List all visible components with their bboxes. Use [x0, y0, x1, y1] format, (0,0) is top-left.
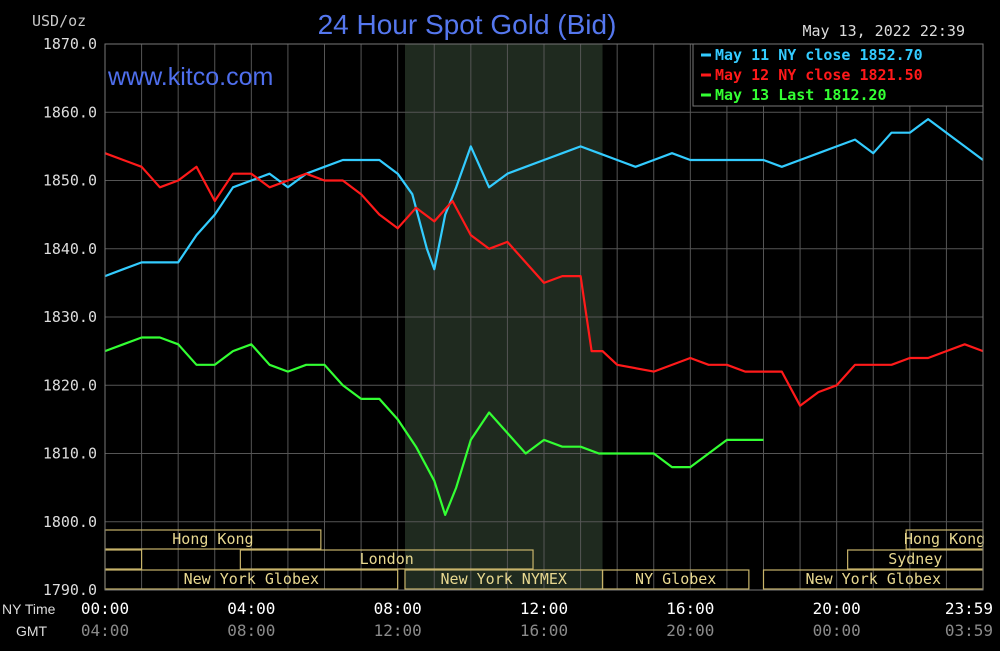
x-tick-label-gmt: 00:00	[813, 621, 861, 640]
legend-entry: May 11 NY close 1852.70	[715, 46, 923, 64]
session-label: Hong Kong	[904, 530, 985, 548]
x-tick-label-ny: 00:00	[81, 599, 129, 618]
y-tick-label: 1860.0	[43, 103, 97, 121]
unit-label: USD/oz	[32, 12, 86, 30]
gmt-row-label: GMT	[16, 623, 48, 639]
x-tick-label-ny: 08:00	[374, 599, 422, 618]
series-line-3	[104, 336, 764, 516]
y-tick-label: 1810.0	[43, 445, 97, 463]
y-tick-label: 1840.0	[43, 240, 97, 258]
plot-frame	[104, 43, 984, 591]
x-tick-label-gmt: 12:00	[374, 621, 422, 640]
session-label: New York Globex	[806, 570, 941, 588]
y-tick-label: 1790.0	[43, 581, 97, 599]
session-label: London	[360, 550, 414, 568]
x-tick-label-ny: 16:00	[666, 599, 714, 618]
y-tick-label: 1830.0	[43, 308, 97, 326]
watermark: www.kitco.com	[107, 63, 273, 91]
x-tick-label-gmt: 20:00	[666, 621, 714, 640]
timestamp: May 13, 2022 22:39	[802, 22, 965, 40]
x-tick-label-gmt: 16:00	[520, 621, 568, 640]
session-label: NY Globex	[635, 570, 716, 588]
session-bar	[239, 549, 534, 570]
y-tick-label: 1870.0	[43, 35, 97, 53]
series-line-2	[104, 152, 984, 407]
x-tick-label-gmt: 03:59	[945, 621, 993, 640]
session-label: Hong Kong	[172, 530, 253, 548]
legend-entry: May 13 Last 1812.20	[715, 86, 887, 104]
legend-entry: May 12 NY close 1821.50	[715, 66, 923, 84]
x-tick-label-gmt: 08:00	[227, 621, 275, 640]
y-tick-label: 1820.0	[43, 376, 97, 394]
chart-title: 24 Hour Spot Gold (Bid)	[318, 9, 617, 40]
ny-time-row-label: NY Time	[2, 601, 56, 617]
legend-box	[692, 43, 984, 107]
session-label: Sydney	[888, 550, 942, 568]
x-tick-label-ny: 23:59	[945, 599, 993, 618]
x-tick-label-ny: 12:00	[520, 599, 568, 618]
session-label: New York Globex	[184, 570, 319, 588]
y-tick-label: 1800.0	[43, 513, 97, 531]
x-tick-label-ny: 20:00	[813, 599, 861, 618]
session-label: New York NYMEX	[441, 570, 567, 588]
y-tick-label: 1850.0	[43, 172, 97, 190]
x-tick-label-ny: 04:00	[227, 599, 275, 618]
x-tick-label-gmt: 04:00	[81, 621, 129, 640]
session-bar	[601, 569, 750, 590]
